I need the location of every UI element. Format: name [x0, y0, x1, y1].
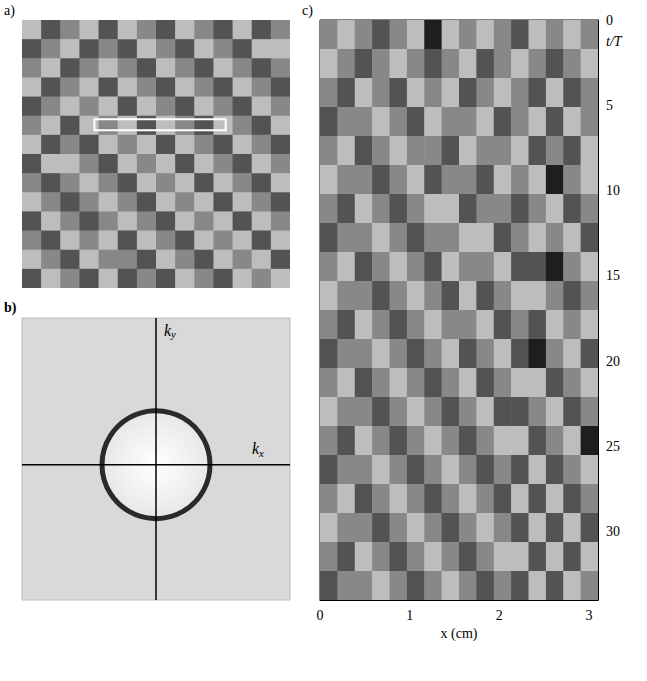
- svg-text:30: 30: [606, 524, 620, 539]
- svg-text:y: y: [170, 328, 176, 340]
- svg-text:a): a): [4, 3, 15, 19]
- svg-text:k: k: [164, 321, 172, 339]
- svg-text:10: 10: [606, 183, 620, 198]
- svg-text:2: 2: [496, 608, 503, 623]
- svg-text:20: 20: [606, 354, 620, 369]
- svg-text:t/T: t/T: [606, 34, 623, 49]
- svg-text:k: k: [252, 440, 260, 458]
- svg-text:5: 5: [606, 98, 613, 113]
- svg-text:0: 0: [317, 608, 324, 623]
- svg-text:1: 1: [406, 608, 413, 623]
- svg-text:15: 15: [606, 268, 620, 283]
- svg-text:0: 0: [606, 13, 613, 28]
- svg-text:3: 3: [586, 608, 593, 623]
- svg-text:25: 25: [606, 439, 620, 454]
- svg-text:c): c): [302, 3, 313, 19]
- svg-text:x (cm): x (cm): [441, 626, 478, 642]
- svg-text:x: x: [258, 447, 264, 459]
- svg-text:b): b): [4, 300, 17, 316]
